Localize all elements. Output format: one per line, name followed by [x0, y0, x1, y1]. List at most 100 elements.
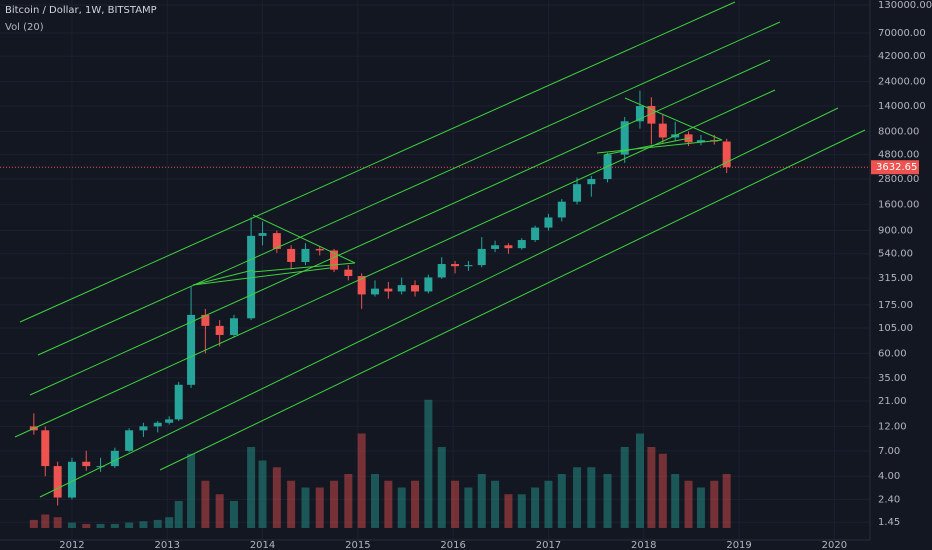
candle-body [620, 121, 629, 155]
candle-body [587, 179, 596, 185]
candle-body [384, 288, 393, 292]
candle-body [153, 422, 162, 427]
volume-bar [491, 480, 500, 528]
chart-title: Bitcoin / Dollar, 1W, BITSTAMP [5, 5, 157, 16]
x-tick-label: 2013 [155, 540, 180, 550]
y-tick-label: 130000.00 [878, 0, 932, 11]
candle-body [635, 106, 644, 122]
x-tick-label: 2016 [440, 540, 465, 550]
volume-bar [517, 494, 526, 528]
volume-bar [477, 474, 486, 528]
y-tick-label: 8000.00 [878, 126, 919, 137]
triangle-line [624, 97, 723, 141]
volume-bar [287, 480, 296, 528]
volume-bar [301, 487, 310, 528]
candle-body [437, 264, 446, 278]
y-tick-label: 24000.00 [878, 77, 926, 88]
volume-bar [384, 480, 393, 528]
candle-body [696, 140, 705, 143]
volume-bar [96, 523, 105, 528]
channel-line [14, 89, 776, 438]
volume-bar [587, 467, 596, 528]
x-tick-label: 2015 [345, 540, 370, 550]
candle-body [344, 269, 353, 277]
volume-bar [531, 487, 540, 528]
candle-body [82, 461, 91, 467]
volume-bar [330, 480, 339, 528]
candle-body [229, 318, 238, 335]
volume-bar [371, 474, 380, 528]
x-tick-label: 2014 [250, 540, 275, 550]
y-tick-label: 42000.00 [878, 51, 926, 62]
volume-label: Vol (20) [5, 22, 44, 33]
candle-body [67, 461, 76, 498]
candle-body [187, 314, 196, 385]
volume-bar [229, 501, 238, 528]
volume-bar [110, 523, 119, 528]
channel-line [39, 107, 839, 498]
volume-bar [437, 447, 446, 528]
candle-body [215, 325, 224, 335]
volume-bar [165, 517, 174, 528]
y-tick-label: 7.00 [878, 446, 900, 457]
volume-bar [573, 467, 582, 528]
volume-bar [696, 487, 705, 528]
volume-bar [125, 522, 134, 528]
y-tick-label: 540.00 [878, 249, 913, 260]
candle-body [287, 248, 296, 262]
candle-body [201, 314, 210, 326]
candle-body [647, 106, 656, 124]
candle-body [301, 248, 310, 262]
candle-body [477, 248, 486, 266]
y-tick-label: 14000.00 [878, 101, 926, 112]
candle-body [722, 141, 731, 168]
volume-bar [215, 494, 224, 528]
volume-bar [451, 480, 460, 528]
candle-body [315, 248, 324, 251]
volume-bar [603, 474, 612, 528]
y-tick-label: 1.45 [878, 517, 900, 528]
candle-body [165, 419, 174, 423]
candle-body [397, 285, 406, 292]
y-tick-label: 105.00 [878, 323, 913, 334]
y-tick-label: 70000.00 [878, 28, 926, 39]
triangle-line [252, 262, 356, 273]
candle-body [357, 276, 366, 295]
volume-bar [357, 433, 366, 528]
y-tick-label: 4800.00 [878, 150, 919, 161]
y-tick-label: 60.00 [878, 348, 907, 359]
volume-bar [153, 519, 162, 528]
triangle-line [252, 214, 356, 264]
channel-line [159, 129, 866, 471]
candle-body [371, 288, 380, 295]
last-price-label: 3632.65 [876, 162, 917, 173]
volume-bar [557, 474, 566, 528]
candle-body [544, 217, 553, 228]
volume-bar [635, 433, 644, 528]
candle-body [272, 233, 281, 249]
volume-bar [504, 494, 513, 528]
candle-body [110, 450, 119, 467]
candle-body [41, 430, 50, 467]
triangle-line [596, 139, 723, 154]
triangle-line [192, 269, 254, 286]
last-price-box [871, 160, 919, 175]
volume-bar [684, 480, 693, 528]
candle-body [53, 466, 62, 498]
volume-bar [397, 487, 406, 528]
y-tick-label: 4.00 [878, 471, 900, 482]
x-tick-label: 2017 [536, 540, 561, 550]
y-tick-label: 315.00 [878, 273, 913, 284]
x-tick-label: 2020 [822, 540, 847, 550]
candle-body [139, 426, 148, 431]
y-tick-label: 35.00 [878, 373, 907, 384]
x-tick-label: 2018 [631, 540, 656, 550]
candle-body [258, 233, 267, 236]
y-tick-label: 21.00 [878, 396, 907, 407]
y-tick-label: 1600.00 [878, 199, 919, 210]
candle-body [658, 123, 667, 138]
volume-bar [41, 514, 50, 528]
y-tick-label: 175.00 [878, 300, 913, 311]
